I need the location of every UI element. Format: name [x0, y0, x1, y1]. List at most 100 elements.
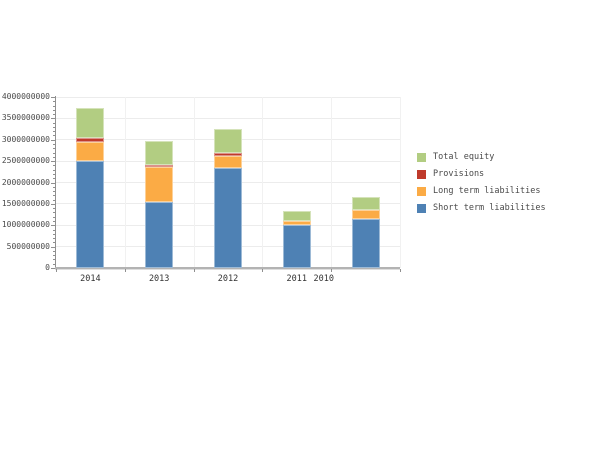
- legend-item: Short term liabilities: [417, 200, 546, 217]
- y-axis-minor-tick: [53, 216, 55, 218]
- bar-segment-2012-total-equity: [214, 128, 242, 153]
- gridline-vertical: [262, 97, 264, 268]
- y-axis-minor-tick: [53, 135, 55, 137]
- y-axis-minor-tick: [53, 199, 55, 201]
- y-axis-minor-tick: [53, 126, 55, 128]
- legend-item: Total equity: [417, 149, 546, 166]
- bar-segment-2012-long-term-liabilities: [214, 155, 242, 168]
- y-axis-minor-tick: [53, 250, 55, 252]
- legend-label: Long term liabilities: [433, 186, 541, 196]
- chart-legend: Total equity Provisions Long term liabilit…: [417, 149, 546, 217]
- x-axis-label: 2011: [286, 274, 308, 284]
- y-axis-major-tick: [51, 139, 55, 141]
- gridline-vertical: [124, 97, 126, 268]
- x-axis-label: 2010: [313, 274, 335, 284]
- y-axis-minor-tick: [53, 156, 55, 158]
- y-axis-label: 1500000000: [1, 198, 50, 208]
- y-axis-minor-tick: [53, 220, 55, 222]
- bar-segment-2010-short-term-liabilities: [351, 218, 380, 268]
- y-axis-minor-tick: [53, 144, 55, 146]
- x-axis-label: 2013: [148, 274, 170, 284]
- bar-segment-2013-provisions: [145, 165, 174, 167]
- bar-segment-2011-long-term-liabilities: [282, 221, 311, 226]
- x-axis-tick: [400, 269, 401, 272]
- y-axis-minor-tick: [53, 229, 55, 231]
- x-axis-line: [55, 267, 400, 270]
- y-axis-major-tick: [51, 118, 55, 120]
- gridline-horizontal: [56, 96, 400, 98]
- y-axis-minor-tick: [53, 148, 55, 150]
- y-axis-minor-tick: [53, 109, 55, 111]
- y-axis-label: 3500000000: [1, 113, 50, 123]
- y-axis-label: 4000000000: [1, 92, 50, 101]
- bar-segment-2010-total-equity: [351, 197, 380, 210]
- y-axis-minor-tick: [53, 238, 55, 240]
- gridline-vertical: [193, 97, 195, 268]
- legend-item: Long term liabilities: [417, 183, 546, 200]
- y-axis-minor-tick: [53, 165, 55, 167]
- bar-segment-2011-short-term-liabilities: [282, 225, 311, 268]
- x-axis-tick: [331, 269, 333, 272]
- x-axis-label: 2014: [80, 274, 101, 284]
- gridline-vertical: [400, 97, 401, 268]
- y-axis-minor-tick: [53, 173, 55, 175]
- y-axis-label: 3000000000: [1, 134, 50, 144]
- y-axis-minor-tick: [53, 191, 55, 193]
- legend-swatch-short-term-liabilities-icon: [417, 204, 426, 213]
- legend-label: Provisions: [433, 169, 485, 179]
- y-axis-minor-tick: [53, 101, 55, 103]
- bar-segment-2014-provisions: [76, 138, 105, 142]
- x-axis-tick: [56, 269, 57, 272]
- y-axis-minor-tick: [53, 169, 55, 171]
- y-axis-minor-tick: [53, 242, 55, 244]
- bar-segment-2013-total-equity: [145, 140, 174, 166]
- bar-segment-2011-total-equity: [282, 211, 311, 222]
- bar-segment-2014-long-term-liabilities: [76, 141, 105, 162]
- y-axis-label: 1000000000: [1, 220, 50, 230]
- y-axis-minor-tick: [53, 131, 55, 133]
- y-axis-minor-tick: [53, 178, 55, 180]
- y-axis-major-tick: [51, 268, 55, 269]
- bar-segment-2014-total-equity: [76, 107, 105, 139]
- x-axis-tick: [124, 269, 126, 272]
- y-axis-minor-tick: [53, 259, 55, 261]
- y-axis-major-tick: [51, 225, 55, 227]
- y-axis-major-tick: [51, 203, 55, 205]
- y-axis-label: 500000000: [6, 241, 50, 251]
- y-axis-minor-tick: [53, 186, 55, 188]
- bar-segment-2013-long-term-liabilities: [145, 166, 174, 202]
- y-axis-minor-tick: [53, 114, 55, 116]
- legend-swatch-provisions-icon: [417, 170, 426, 179]
- y-axis-label: 0: [45, 263, 50, 272]
- legend-swatch-long-term-liabilities-icon: [417, 187, 426, 196]
- y-axis-major-tick: [51, 97, 55, 98]
- y-axis-minor-tick: [53, 212, 55, 214]
- bar-segment-2010-long-term-liabilities: [351, 209, 380, 219]
- legend-label: Total equity: [433, 152, 495, 162]
- y-axis-minor-tick: [53, 208, 55, 210]
- x-axis-label: 2012: [217, 274, 239, 284]
- y-axis-minor-tick: [53, 122, 55, 124]
- y-axis-major-tick: [51, 246, 55, 248]
- y-axis-minor-tick: [53, 152, 55, 154]
- bar-segment-2012-short-term-liabilities: [214, 167, 242, 268]
- legend-swatch-total-equity-icon: [417, 153, 426, 162]
- y-axis-minor-tick: [53, 105, 55, 107]
- legend-item: Provisions: [417, 166, 546, 183]
- gridline-horizontal: [56, 117, 400, 119]
- bar-segment-2014-short-term-liabilities: [76, 161, 105, 268]
- y-axis-label: 2000000000: [1, 177, 50, 187]
- bar-segment-2012-provisions: [214, 152, 242, 156]
- y-axis-label: 2500000000: [1, 156, 50, 166]
- legend-label: Short term liabilities: [433, 203, 546, 213]
- y-axis-minor-tick: [53, 263, 55, 265]
- y-axis-major-tick: [51, 182, 55, 184]
- bar-segment-2013-short-term-liabilities: [145, 201, 174, 268]
- y-axis-line: [55, 96, 56, 268]
- gridline-vertical: [331, 97, 333, 268]
- y-axis-minor-tick: [53, 255, 55, 257]
- y-axis-minor-tick: [53, 195, 55, 197]
- y-axis-major-tick: [51, 161, 55, 163]
